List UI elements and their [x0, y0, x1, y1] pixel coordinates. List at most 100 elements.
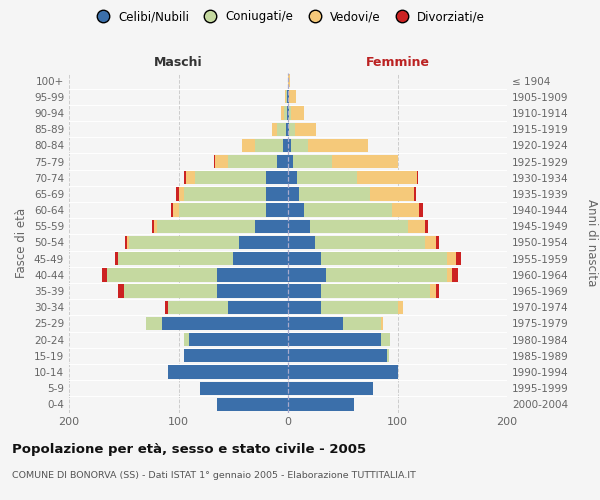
- Bar: [288, 171, 297, 184]
- Bar: [455, 252, 461, 266]
- Bar: [316, 236, 425, 249]
- Bar: [288, 138, 291, 152]
- Bar: [425, 236, 436, 249]
- Bar: [285, 90, 286, 104]
- Bar: [195, 171, 266, 184]
- Bar: [288, 220, 310, 233]
- Bar: [409, 220, 425, 233]
- Bar: [125, 236, 127, 249]
- Bar: [184, 171, 186, 184]
- Bar: [272, 122, 277, 136]
- Bar: [308, 138, 368, 152]
- Bar: [118, 252, 233, 266]
- Bar: [398, 300, 403, 314]
- Bar: [381, 317, 383, 330]
- Legend: Celibi/Nubili, Coniugati/e, Vedovi/e, Divorziati/e: Celibi/Nubili, Coniugati/e, Vedovi/e, Di…: [91, 10, 485, 24]
- Bar: [286, 122, 288, 136]
- Bar: [152, 220, 154, 233]
- Bar: [184, 349, 288, 362]
- Bar: [288, 204, 304, 217]
- Bar: [228, 300, 288, 314]
- Bar: [162, 317, 288, 330]
- Bar: [289, 90, 296, 104]
- Bar: [288, 122, 289, 136]
- Bar: [447, 268, 452, 281]
- Bar: [370, 188, 414, 200]
- Bar: [392, 204, 419, 217]
- Bar: [386, 349, 389, 362]
- Bar: [414, 188, 416, 200]
- Bar: [321, 252, 447, 266]
- Text: Femmine: Femmine: [366, 56, 430, 69]
- Bar: [288, 284, 321, 298]
- Bar: [277, 122, 286, 136]
- Bar: [417, 171, 418, 184]
- Bar: [255, 138, 283, 152]
- Bar: [425, 220, 428, 233]
- Bar: [266, 204, 288, 217]
- Bar: [127, 236, 129, 249]
- Text: Popolazione per età, sesso e stato civile - 2005: Popolazione per età, sesso e stato civil…: [12, 442, 366, 456]
- Bar: [288, 188, 299, 200]
- Bar: [167, 366, 288, 378]
- Bar: [357, 171, 417, 184]
- Bar: [288, 155, 293, 168]
- Bar: [179, 188, 184, 200]
- Bar: [297, 171, 357, 184]
- Bar: [217, 268, 288, 281]
- Bar: [295, 122, 316, 136]
- Bar: [102, 268, 107, 281]
- Bar: [288, 382, 373, 395]
- Bar: [233, 252, 288, 266]
- Bar: [215, 155, 228, 168]
- Bar: [173, 204, 179, 217]
- Bar: [287, 90, 288, 104]
- Bar: [291, 106, 304, 120]
- Bar: [166, 300, 167, 314]
- Bar: [281, 106, 284, 120]
- Bar: [288, 268, 326, 281]
- Bar: [286, 90, 287, 104]
- Bar: [217, 284, 288, 298]
- Bar: [239, 236, 288, 249]
- Bar: [242, 138, 255, 152]
- Bar: [288, 90, 289, 104]
- Text: COMUNE DI BONORVA (SS) - Dati ISTAT 1° gennaio 2005 - Elaborazione TUTTITALIA.IT: COMUNE DI BONORVA (SS) - Dati ISTAT 1° g…: [12, 471, 416, 480]
- Bar: [266, 171, 288, 184]
- Bar: [283, 138, 288, 152]
- Bar: [299, 188, 370, 200]
- Bar: [171, 204, 173, 217]
- Bar: [288, 300, 321, 314]
- Bar: [288, 74, 290, 87]
- Bar: [184, 333, 190, 346]
- Text: Maschi: Maschi: [154, 56, 203, 69]
- Bar: [436, 284, 439, 298]
- Bar: [288, 349, 386, 362]
- Bar: [255, 220, 288, 233]
- Bar: [287, 106, 288, 120]
- Bar: [288, 106, 289, 120]
- Bar: [176, 188, 179, 200]
- Bar: [288, 333, 381, 346]
- Y-axis label: Anni di nascita: Anni di nascita: [585, 199, 598, 286]
- Bar: [179, 204, 266, 217]
- Bar: [304, 204, 392, 217]
- Bar: [167, 300, 228, 314]
- Bar: [419, 204, 422, 217]
- Bar: [321, 284, 430, 298]
- Bar: [293, 155, 332, 168]
- Bar: [228, 155, 277, 168]
- Bar: [115, 252, 118, 266]
- Y-axis label: Fasce di età: Fasce di età: [16, 208, 28, 278]
- Bar: [343, 317, 381, 330]
- Bar: [452, 268, 458, 281]
- Bar: [190, 333, 288, 346]
- Bar: [288, 236, 316, 249]
- Bar: [430, 284, 436, 298]
- Bar: [277, 155, 288, 168]
- Bar: [288, 252, 321, 266]
- Bar: [447, 252, 455, 266]
- Bar: [266, 188, 288, 200]
- Bar: [157, 220, 255, 233]
- Bar: [289, 106, 291, 120]
